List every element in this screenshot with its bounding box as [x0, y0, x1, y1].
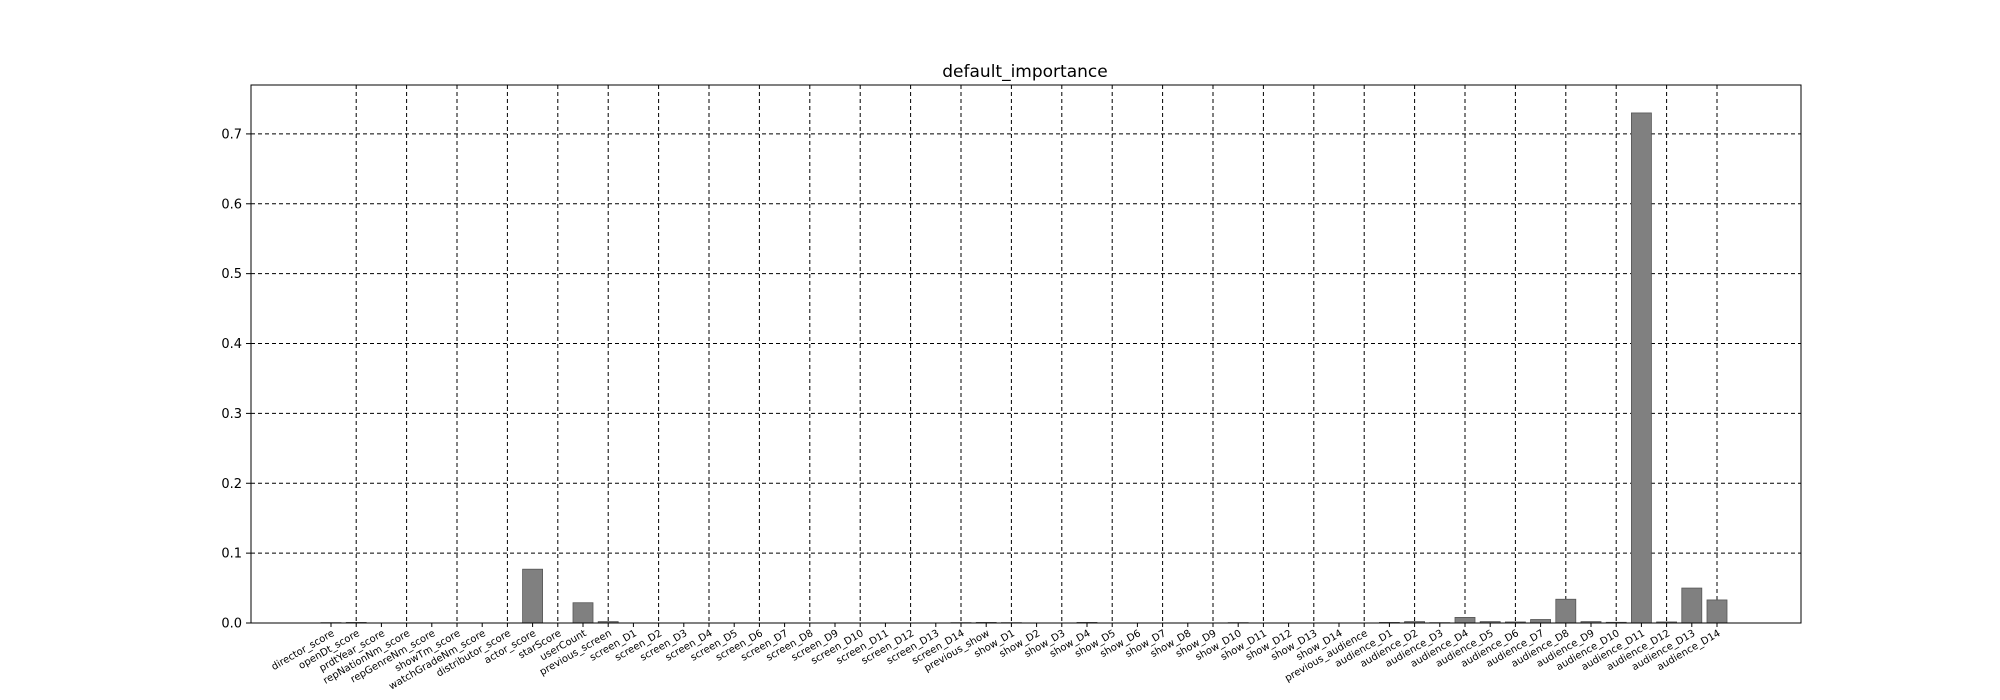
bars — [320, 112, 1728, 624]
bar-audience_D7 — [1530, 619, 1551, 624]
plot-frame — [250, 84, 1802, 624]
bar-audience_D11 — [1631, 112, 1652, 624]
y-tick-label: 0.7 — [221, 127, 242, 142]
y-tick-label: 0.5 — [221, 267, 242, 282]
bar-audience_D4 — [1454, 617, 1476, 624]
y-tick-label: 0.4 — [221, 337, 242, 352]
y-tick-label: 0.0 — [221, 617, 242, 632]
y-tick-label: 0.2 — [221, 477, 242, 492]
bar-userCount — [572, 602, 594, 624]
y-tick-label: 0.6 — [221, 197, 242, 212]
y-axis-ticks: 0.0 0.1 0.2 0.3 0.4 0.5 0.6 0.7 — [221, 127, 251, 632]
chart-title: default_importance — [942, 62, 1107, 82]
y-tick-label: 0.1 — [221, 547, 242, 562]
bar-audience_D13 — [1681, 587, 1703, 624]
bar-audience_D14 — [1706, 599, 1728, 624]
bar-audience_D8 — [1555, 598, 1577, 624]
y-tick-label: 0.3 — [221, 407, 242, 422]
grid-lines — [251, 85, 1801, 624]
bar-actor_score — [522, 568, 543, 624]
x-axis-ticks: director_scoreopenDt_scoreprdtYear_score… — [270, 623, 1723, 692]
